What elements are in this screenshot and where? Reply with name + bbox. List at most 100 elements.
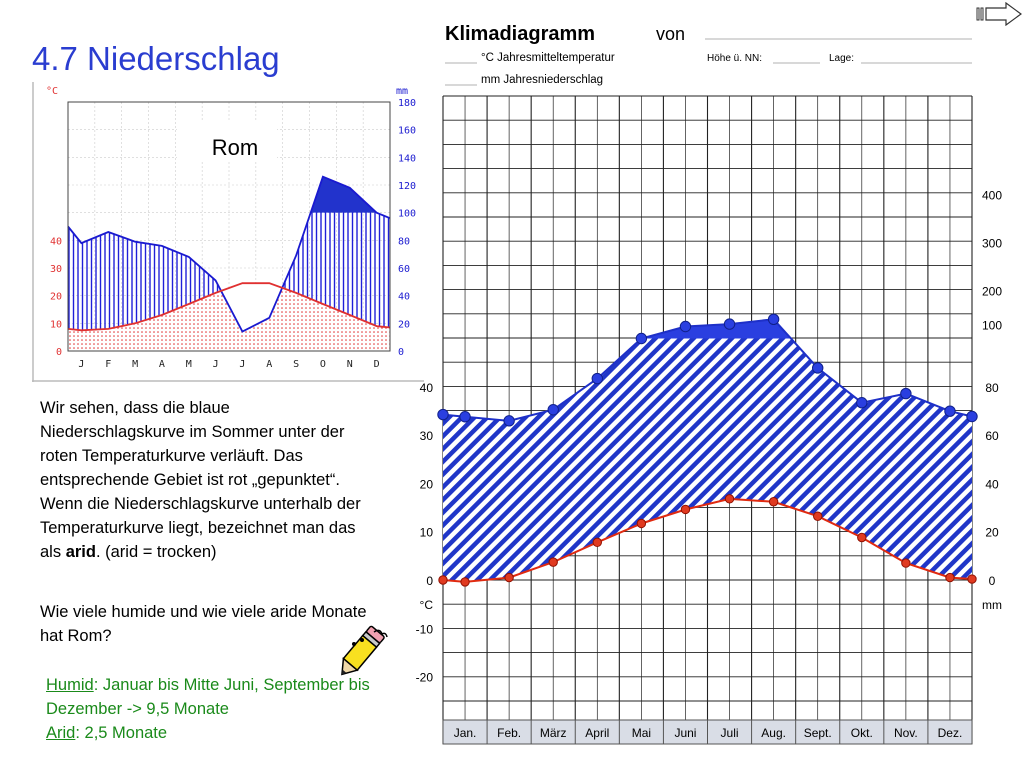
- humid-text: : Januar bis Mitte Juni, September bis D…: [46, 676, 370, 718]
- rome-precip-tick: 180: [398, 98, 416, 109]
- rome-precip-line: [67, 175, 391, 333]
- temp-point: [967, 574, 977, 584]
- rome-month-label: J: [239, 359, 245, 370]
- rome-temp-tick: 40: [50, 236, 62, 247]
- temp-tick: 30: [420, 429, 434, 443]
- precip-point: [944, 405, 956, 417]
- temp-point: [680, 504, 691, 515]
- precip-tick: 200: [982, 285, 1002, 299]
- precip-point: [966, 410, 978, 423]
- precip-point: [767, 313, 780, 325]
- precip-point: [679, 320, 692, 333]
- pencil-icon: [341, 625, 388, 676]
- arid-term: arid: [65, 543, 96, 561]
- precip-point: [459, 411, 471, 423]
- precip-tick: 100: [982, 319, 1002, 333]
- rome-month-label: A: [159, 359, 165, 370]
- next-arrow-icon[interactable]: [976, 2, 1022, 26]
- annual-precip-label: mm Jahresniederschlag: [481, 74, 603, 86]
- precip-point: [503, 415, 515, 427]
- rome-plot-frame: [67, 101, 391, 352]
- rome-temp-tick: 10: [50, 319, 62, 330]
- temp-tick: 20: [420, 477, 434, 491]
- temp-tick: -10: [416, 622, 434, 636]
- rome-climate-chart: 0 10 20 30 40 0 20 40 60 80 100 120 140 160 180 °C mm J F M…: [32, 82, 424, 382]
- month-label: Sept.: [804, 726, 832, 740]
- temp-point: [438, 575, 448, 585]
- rome-month-label: O: [320, 359, 326, 370]
- temp-point: [768, 497, 779, 507]
- rome-temp-line: [67, 282, 391, 332]
- precip-point: [635, 332, 648, 345]
- precip-tick: 60: [985, 429, 999, 443]
- question-text: Wie viele humide und wie viele aride Mon…: [40, 603, 367, 645]
- month-label: Okt.: [851, 726, 873, 740]
- rome-precip-tick: 100: [398, 209, 416, 220]
- month-label: April: [585, 726, 609, 740]
- perhumid-area: [641, 319, 791, 339]
- temp-point: [945, 572, 955, 583]
- precip-tick: 0: [989, 574, 996, 588]
- temp-point: [636, 518, 647, 529]
- rome-precip-tick: 60: [398, 264, 410, 275]
- rome-month-label: J: [213, 359, 219, 370]
- answer-block: Humid: Januar bis Mitte Juni, September …: [46, 673, 416, 745]
- temp-tick: -20: [416, 671, 434, 685]
- rome-month-label: A: [266, 359, 272, 370]
- rome-month-label: M: [132, 359, 138, 370]
- temp-tick: 10: [420, 526, 434, 540]
- month-label: Dez.: [938, 726, 963, 740]
- temp-point: [724, 494, 735, 504]
- rome-chart-title: Rom: [212, 135, 258, 160]
- month-label: Feb.: [497, 726, 521, 740]
- precip-tick: 300: [982, 237, 1002, 251]
- diagram-title-von: von: [656, 24, 685, 44]
- temp-point: [548, 557, 558, 567]
- month-label: Juni: [674, 726, 696, 740]
- rome-precip-tick: 140: [398, 153, 416, 164]
- month-label: Juli: [721, 726, 739, 740]
- precip-tick: 20: [985, 526, 999, 540]
- height-label: Höhe ü. NN:: [707, 53, 762, 64]
- precip-point: [723, 318, 736, 330]
- temp-point: [592, 537, 602, 548]
- temp-unit: °C: [420, 598, 434, 612]
- temp-line: [442, 497, 973, 583]
- rome-month-label: J: [78, 359, 84, 370]
- rome-temp-tick: 30: [50, 264, 62, 275]
- month-label: Nov.: [894, 726, 918, 740]
- month-label: Mai: [632, 726, 651, 740]
- rome-temp-tick: 0: [56, 347, 62, 358]
- precip-point: [900, 387, 912, 400]
- explanation-suffix: . (arid = trocken): [95, 543, 217, 561]
- rome-temp-tick: 20: [50, 292, 62, 303]
- temp-point: [857, 532, 867, 543]
- humid-area: [443, 319, 972, 582]
- month-label: Aug.: [761, 726, 786, 740]
- arid-label: Arid: [46, 724, 76, 742]
- location-label: Lage:: [829, 53, 854, 64]
- precip-line: [442, 318, 973, 422]
- rome-precip-tick: 0: [398, 347, 404, 358]
- rome-month-label: F: [105, 359, 111, 370]
- annual-temp-label: °C Jahresmitteltemperatur: [481, 52, 615, 64]
- rome-precip-tick: 160: [398, 126, 416, 137]
- precip-point: [591, 372, 603, 385]
- rome-precip-tick: 20: [398, 319, 410, 330]
- rome-precip-tick: 40: [398, 292, 410, 303]
- humid-label: Humid: [46, 676, 94, 694]
- precip-tick: 400: [982, 189, 1002, 203]
- slide-title: 4.7 Niederschlag: [32, 40, 280, 77]
- precip-unit: mm: [982, 598, 1002, 612]
- rome-precip-tick: 120: [398, 181, 416, 192]
- rome-month-label: N: [347, 359, 353, 370]
- precip-tick: 40: [985, 477, 999, 491]
- precip-point: [812, 362, 824, 374]
- temp-point: [813, 511, 823, 521]
- precip-tick: 80: [985, 381, 999, 395]
- rome-perhumid-area: [310, 176, 377, 213]
- climate-diagram-template: Jan. Feb. März April Mai Juni Juli Aug. Sept. Okt…: [416, 23, 1002, 745]
- explanation-paragraph: Wir sehen, dass die blaue Niederschlagsk…: [40, 396, 370, 564]
- rome-precip-unit: mm: [396, 86, 408, 97]
- rome-month-label: S: [293, 359, 299, 370]
